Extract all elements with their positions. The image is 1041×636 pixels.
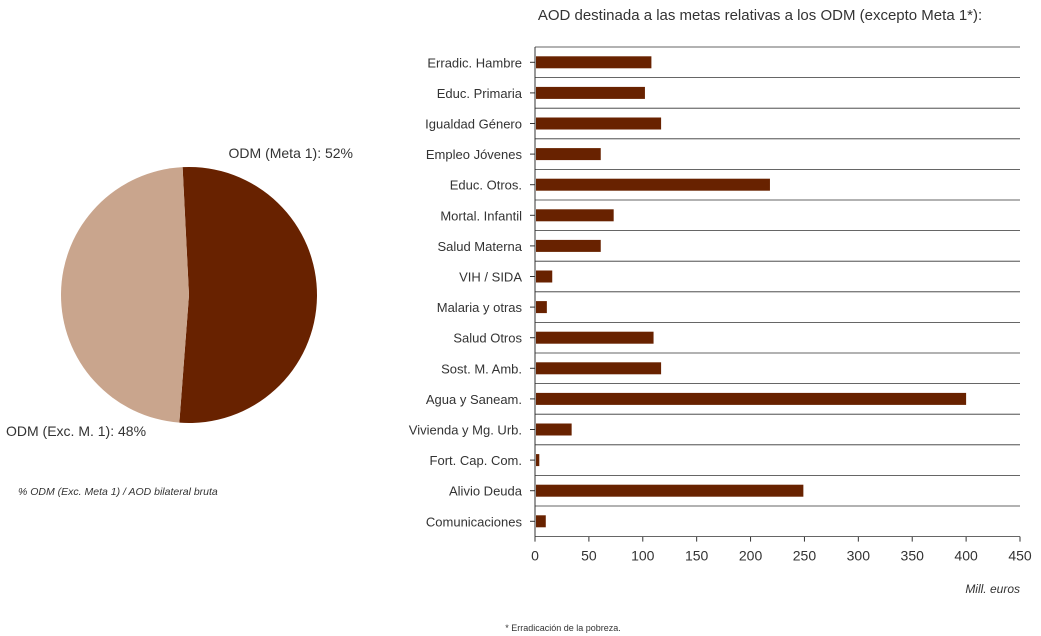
- category-label: Malaria y otras: [437, 300, 523, 315]
- category-label: Educ. Primaria: [437, 86, 523, 101]
- category-label: Erradic. Hambre: [427, 55, 522, 70]
- bar: [536, 515, 546, 528]
- category-label: Educ. Otros.: [450, 178, 522, 193]
- footnote: * Erradicación de la pobreza.: [505, 623, 621, 633]
- bar-chart: Erradic. Hambre Educ. Primaria Igualdad Gé…: [409, 46, 1032, 564]
- category-label: VIH / SIDA: [459, 270, 522, 285]
- bar: [536, 331, 654, 344]
- bar-chart-title: AOD destinada a las metas relativas a lo…: [538, 7, 982, 24]
- bar: [536, 392, 967, 405]
- pie-label-exc-meta1: ODM (Exc. M. 1): 48%: [6, 423, 146, 439]
- category-label: Vivienda y Mg. Urb.: [409, 423, 522, 438]
- bar: [536, 423, 572, 436]
- bar: [536, 209, 614, 222]
- bar: [536, 239, 601, 252]
- x-tick-label: 100: [631, 548, 655, 564]
- x-tick-label: 0: [531, 548, 539, 564]
- category-label: Mortal. Infantil: [440, 208, 522, 223]
- category-label: Agua y Saneam.: [426, 392, 522, 407]
- bar: [536, 454, 540, 467]
- pie-chart: [60, 167, 317, 423]
- x-axis-label: Mill. euros: [965, 582, 1020, 596]
- x-tick-label: 300: [847, 548, 871, 564]
- pie-slice: [60, 167, 189, 423]
- bar: [536, 178, 770, 191]
- category-label: Salud Otros: [453, 331, 522, 346]
- bar: [536, 484, 804, 497]
- bar: [536, 86, 645, 99]
- category-label: Empleo Jóvenes: [426, 147, 523, 162]
- bar: [536, 148, 601, 161]
- category-label: Sost. M. Amb.: [441, 361, 522, 376]
- x-tick-label: 200: [739, 548, 763, 564]
- category-label: Igualdad Género: [425, 117, 522, 132]
- x-tick-label: 450: [1008, 548, 1032, 564]
- bar: [536, 362, 662, 375]
- pie-label-meta1: ODM (Meta 1): 52%: [229, 145, 353, 161]
- x-tick-label: 150: [685, 548, 709, 564]
- x-tick-label: 350: [901, 548, 925, 564]
- bar: [536, 270, 553, 283]
- bar: [536, 56, 652, 69]
- x-tick-label: 250: [793, 548, 817, 564]
- category-label: Comunicaciones: [426, 514, 523, 529]
- category-label: Alivio Deuda: [449, 484, 523, 499]
- pie-caption: % ODM (Exc. Meta 1) / AOD bilateral brut…: [18, 486, 218, 498]
- bar: [536, 117, 662, 130]
- pie-slice: [179, 167, 317, 423]
- category-label: Fort. Cap. Com.: [430, 453, 522, 468]
- x-tick-label: 50: [581, 548, 597, 564]
- x-tick-label: 400: [954, 548, 978, 564]
- category-label: Salud Materna: [437, 239, 522, 254]
- bar: [536, 301, 547, 314]
